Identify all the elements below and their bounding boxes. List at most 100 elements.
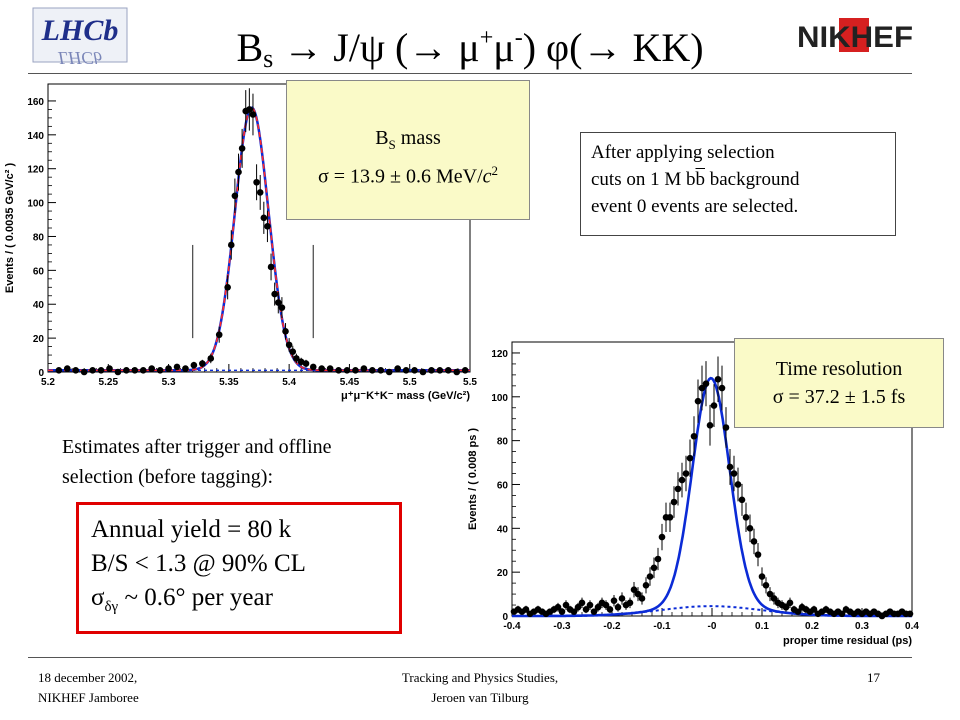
x-tick-label: -0.1 (653, 621, 671, 632)
x-tick-label: -0.4 (503, 621, 521, 632)
data-point (278, 304, 286, 311)
data-point (682, 470, 690, 477)
data-point (690, 432, 698, 440)
data-point (590, 608, 598, 615)
data-point (782, 603, 790, 611)
data-point (562, 601, 570, 609)
data-point (586, 601, 594, 609)
data-point (106, 365, 113, 372)
data-point (271, 290, 278, 298)
data-point (734, 481, 742, 488)
data-point (282, 328, 289, 335)
x-tick-label: 5.25 (99, 377, 119, 388)
data-point (246, 106, 253, 113)
footer-rule (28, 657, 912, 658)
x-tick-label: 5.5 (403, 377, 417, 388)
y-tick-label: 80 (33, 232, 45, 243)
data-point (710, 402, 718, 409)
data-point (235, 168, 242, 176)
data-point (594, 603, 602, 611)
estimates-text: Estimates after trigger and offline sele… (62, 436, 332, 488)
data-point (165, 365, 172, 372)
data-point (131, 367, 139, 374)
data-point (618, 595, 626, 602)
data-point (114, 368, 122, 376)
data-point (626, 599, 634, 607)
data-point (686, 454, 694, 462)
mass-fit-title: BS mass (375, 127, 441, 152)
x-tick-label: -0.2 (603, 621, 621, 632)
data-point (766, 590, 774, 598)
data-point (369, 367, 376, 374)
slide-title: Bs → J/ψ (→ μ+μ-) φ(→ KK) (236, 25, 704, 73)
x-tick-label: 0.2 (805, 621, 819, 632)
data-point (582, 606, 590, 613)
footer-talk: Tracking and Physics Studies, Jeroen van… (401, 670, 559, 705)
data-point (522, 606, 530, 613)
data-point (190, 361, 198, 369)
data-point (309, 363, 317, 371)
time-residual-plot: 0 20 40 60 80 100 120 -0.4 -0.3 -0.2 -0.1 -0 0.1 0.2 0… (467, 341, 919, 647)
x-tick-label: 0.3 (855, 621, 869, 632)
data-point (377, 367, 385, 374)
data-point (335, 367, 342, 374)
data-point (610, 597, 618, 604)
data-point (558, 608, 566, 615)
y-tick-label: 120 (491, 349, 508, 360)
data-point (730, 470, 738, 477)
data-point (718, 384, 726, 392)
data-point (139, 367, 147, 374)
x-tick-label: 5.2 (41, 377, 55, 388)
data-point (578, 599, 586, 607)
svg-text:LHCb: LHCb (57, 48, 102, 64)
data-point (738, 496, 746, 504)
data-point (670, 498, 678, 506)
data-point (630, 586, 638, 593)
y-tick-label: 60 (33, 266, 45, 277)
data-point (207, 355, 215, 362)
data-point (722, 424, 730, 431)
y-tick-label: 40 (497, 524, 509, 535)
x-tick-label: -0 (708, 621, 717, 632)
data-point (199, 360, 206, 367)
data-point (249, 111, 257, 118)
data-point (289, 348, 297, 355)
data-point (267, 263, 275, 271)
data-point (746, 525, 754, 532)
nikhef-logo-text: NIKHEF (797, 21, 913, 54)
nikhef-logo: NIKHEF (797, 18, 913, 54)
y-tick-label: 0 (502, 612, 508, 623)
data-point (702, 380, 710, 387)
data-point (274, 299, 282, 306)
data-point (714, 375, 722, 383)
data-point (182, 365, 189, 372)
x-tick-label: 0.4 (905, 621, 919, 632)
data-point (318, 365, 325, 372)
data-point (256, 189, 264, 196)
data-point (343, 367, 351, 374)
x-tick-label: -0.3 (553, 621, 571, 632)
data-point (285, 341, 293, 349)
lhcb-logo: LHCb LHCb (32, 7, 128, 64)
data-point (231, 192, 239, 200)
y-tick-label: 60 (497, 480, 509, 491)
mass-fit-sigma: σ = 13.9 ± 0.6 MeV/c2 (317, 163, 499, 188)
data-point (754, 551, 762, 558)
data-point (253, 178, 260, 186)
y-tick-label: 140 (27, 131, 44, 142)
data-point (574, 603, 582, 611)
y-axis-label: Events / ( 0.0035 GeV/c² ) (4, 163, 16, 294)
data-point (148, 365, 155, 372)
y-tick-label: 160 (27, 97, 44, 108)
data-point (419, 368, 427, 376)
data-point (646, 573, 654, 580)
data-point (80, 368, 88, 376)
data-point (906, 610, 914, 618)
data-point (742, 514, 750, 521)
y-tick-label: 120 (27, 165, 44, 176)
data-point (402, 367, 410, 374)
annual-yield: Annual yield = 80 k (91, 516, 292, 543)
footer-date: 18 december 2002, NIKHEF Jamboree (38, 670, 139, 705)
data-point (97, 367, 105, 374)
data-point (658, 533, 666, 541)
